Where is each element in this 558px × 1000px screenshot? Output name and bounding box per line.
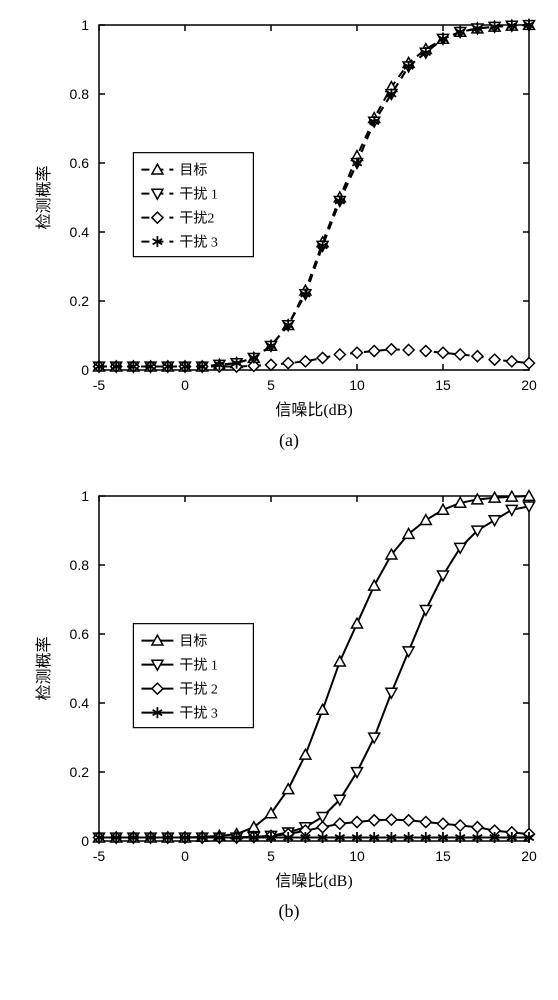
svg-text:信噪比(dB): 信噪比(dB) [275,872,352,890]
svg-text:20: 20 [521,377,537,393]
chart-b-sublabel: (b) [10,901,558,922]
svg-text:0.4: 0.4 [70,224,90,240]
svg-text:0.6: 0.6 [70,626,90,642]
chart-a-container: -50510152000.20.40.60.81信噪比(dB)检测概率目标干扰 … [10,10,558,451]
svg-text:1: 1 [81,17,89,33]
svg-text:0.4: 0.4 [70,695,90,711]
svg-text:0.2: 0.2 [70,764,90,780]
svg-text:0.6: 0.6 [70,155,90,171]
chart-b-svg: -50510152000.20.40.60.81信噪比(dB)检测概率目标干扰 … [29,481,549,901]
svg-text:10: 10 [349,848,365,864]
svg-text:0: 0 [181,848,189,864]
chart-b-container: -50510152000.20.40.60.81信噪比(dB)检测概率目标干扰 … [10,481,558,922]
svg-text:5: 5 [267,377,275,393]
svg-text:0.2: 0.2 [70,293,90,309]
svg-text:20: 20 [521,848,537,864]
svg-text:0: 0 [181,377,189,393]
svg-text:检测概率: 检测概率 [35,165,53,229]
chart-a-svg: -50510152000.20.40.60.81信噪比(dB)检测概率目标干扰 … [29,10,549,430]
svg-text:0: 0 [81,362,89,378]
svg-text:目标: 目标 [179,634,207,650]
svg-text:0.8: 0.8 [70,557,90,573]
svg-text:干扰 3: 干扰 3 [179,706,218,722]
svg-text:检测概率: 检测概率 [35,636,53,700]
svg-text:干扰 3: 干扰 3 [179,235,218,251]
svg-text:10: 10 [349,377,365,393]
svg-text:15: 15 [435,377,451,393]
svg-text:-5: -5 [93,848,106,864]
svg-text:0.8: 0.8 [70,86,90,102]
svg-text:0: 0 [81,833,89,849]
svg-text:5: 5 [267,848,275,864]
svg-text:-5: -5 [93,377,106,393]
svg-text:信噪比(dB): 信噪比(dB) [275,401,352,419]
svg-text:目标: 目标 [179,163,207,179]
svg-text:干扰 1: 干扰 1 [179,658,218,674]
svg-text:15: 15 [435,848,451,864]
svg-text:1: 1 [81,488,89,504]
svg-text:干扰 1: 干扰 1 [179,187,218,203]
chart-a-sublabel: (a) [10,430,558,451]
svg-text:干扰2: 干扰2 [179,211,214,227]
svg-text:干扰 2: 干扰 2 [179,682,218,698]
